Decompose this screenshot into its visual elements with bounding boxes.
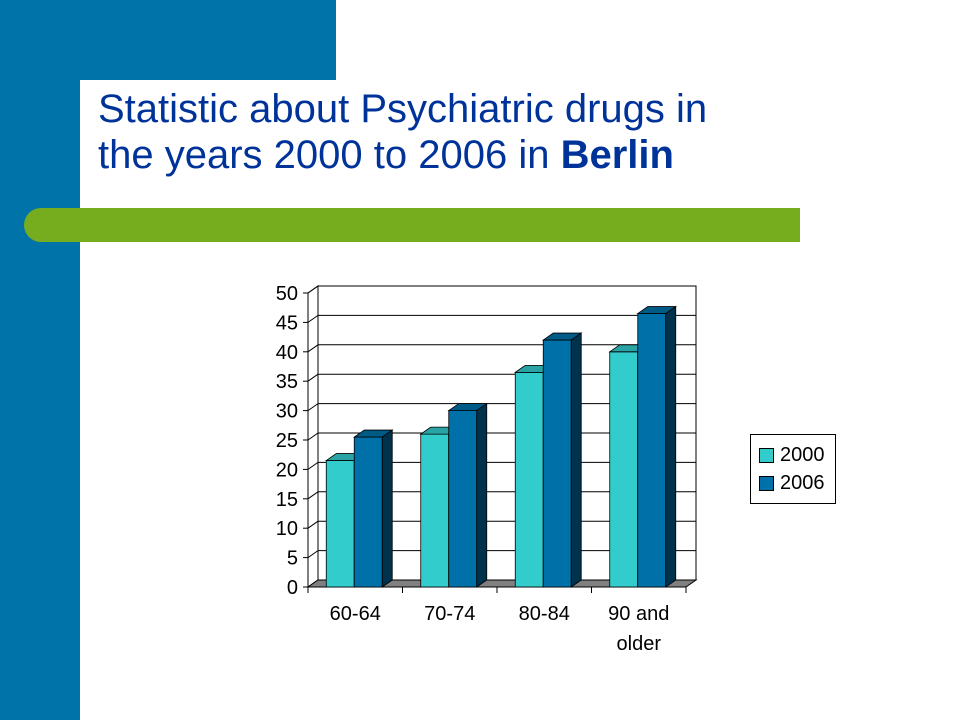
- gridline-side: [307, 461, 319, 470]
- y-tick-label: 0: [287, 577, 298, 599]
- gridline-side: [307, 373, 319, 382]
- legend-item-2006: 2006: [759, 469, 835, 497]
- gridline-side: [307, 285, 319, 294]
- bar-side-2006-3: [570, 332, 582, 588]
- gridline-side: [307, 432, 319, 441]
- gridline-side: [307, 403, 319, 412]
- bar-2000-1: [325, 460, 355, 588]
- legend-label-2000: 2000: [780, 443, 825, 466]
- bar-2006-1: [353, 436, 383, 588]
- gridline-side: [307, 314, 319, 323]
- bar-2006-3: [542, 339, 572, 588]
- x-tick-label: 60-64: [330, 603, 381, 625]
- chart-legend: 2000 2006: [750, 434, 836, 504]
- y-tick-label: 50: [276, 283, 298, 305]
- title-line-2-prefix: the years 2000 to 2006 in: [98, 133, 561, 177]
- top-color-block: [80, 0, 336, 80]
- left-side-bar: [0, 0, 80, 720]
- bar-side-2006-1: [381, 429, 393, 588]
- bar-2006-4: [637, 313, 667, 588]
- x-tick-label: 70-74: [424, 603, 475, 625]
- title-line-1: Statistic about Psychiatric drugs in: [98, 87, 708, 131]
- y-tick-label: 10: [276, 518, 298, 540]
- bar-2000-4: [609, 351, 639, 588]
- y-tick-label: 5: [287, 548, 298, 570]
- bar-2006-2: [448, 410, 478, 588]
- bar-2000-3: [514, 371, 544, 588]
- x-tick-label: 80-84: [519, 603, 570, 625]
- green-accent-bar: [24, 208, 800, 242]
- legend-item-2000: 2000: [759, 441, 835, 469]
- title-line-2-bold: Berlin: [560, 133, 674, 177]
- y-tick-label: 45: [276, 312, 298, 334]
- gridline-side: [307, 520, 319, 529]
- bar-side-2006-2: [476, 402, 488, 588]
- y-tick-label: 15: [276, 489, 298, 511]
- x-tick-label: 90 and: [608, 603, 669, 625]
- x-tick-label: older: [617, 633, 662, 655]
- y-tick-label: 40: [276, 342, 298, 364]
- y-tick-label: 35: [276, 371, 298, 393]
- gridline-side: [307, 491, 319, 500]
- bar-2000-2: [420, 433, 450, 588]
- legend-swatch-2000: [759, 447, 774, 463]
- legend-label-2006: 2006: [780, 471, 825, 494]
- y-tick-label: 30: [276, 401, 298, 423]
- y-tick-label: 20: [276, 459, 298, 481]
- gridline-side: [307, 344, 319, 353]
- y-tick-label: 25: [276, 430, 298, 452]
- bar-side-2006-4: [665, 305, 677, 588]
- slide-title: Statistic about Psychiatric drugs in the…: [98, 86, 878, 178]
- gridline-side: [307, 550, 319, 559]
- legend-swatch-2006: [759, 475, 774, 491]
